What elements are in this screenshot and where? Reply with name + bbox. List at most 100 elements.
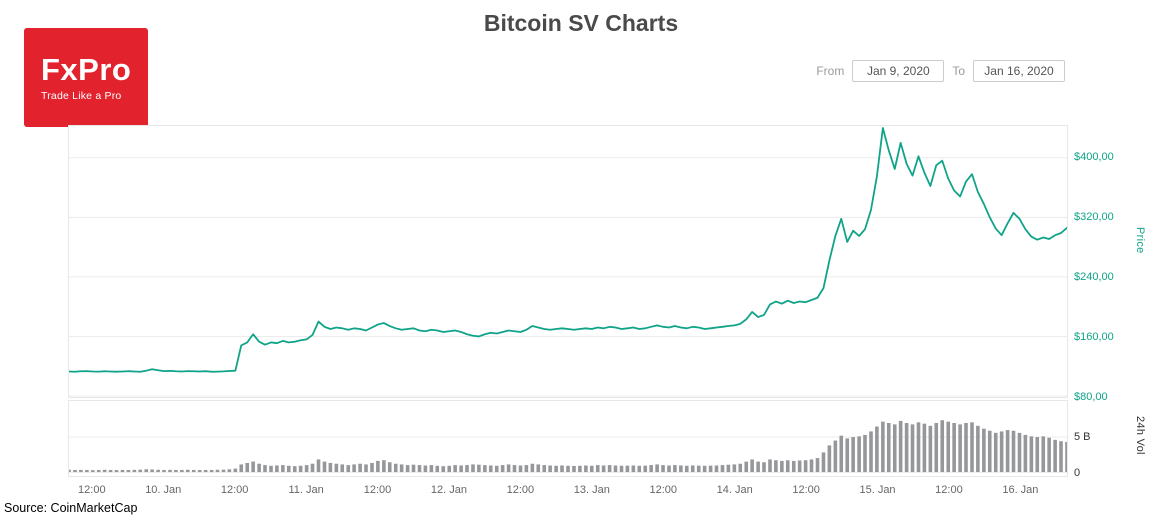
volume-bar (245, 462, 250, 473)
price-chart-panel[interactable] (68, 125, 1068, 398)
volume-bar (316, 459, 321, 473)
volume-bar (548, 465, 552, 473)
volume-bar (572, 465, 576, 473)
volume-bar (785, 460, 790, 473)
volume-bar (500, 465, 505, 473)
volume-bar (524, 465, 529, 473)
volume-bar (875, 426, 879, 473)
volume-bar (346, 465, 351, 473)
volume-bar (90, 470, 95, 473)
volume-bar (982, 428, 986, 473)
volume-bar (215, 469, 220, 473)
fxpro-logo-tagline: Trade Like a Pro (41, 89, 122, 102)
volume-tick-label: 0 (1074, 467, 1081, 479)
volume-bar (910, 424, 915, 473)
volume-bar (1059, 441, 1063, 473)
volume-bar (566, 465, 570, 473)
volume-bar (1029, 436, 1034, 473)
volume-bar (512, 465, 517, 473)
volume-bar (987, 430, 992, 473)
x-tick-label: 12:00 (506, 484, 535, 496)
volume-bar (631, 465, 636, 473)
volume-bar (744, 461, 749, 473)
price-tick-label: $160,00 (1074, 331, 1114, 343)
volume-bar (845, 438, 850, 473)
volume-bar (702, 465, 707, 473)
volume-bar (964, 423, 968, 473)
volume-bar (1047, 437, 1051, 473)
volume-bar (667, 465, 671, 473)
volume-bar (738, 463, 743, 473)
volume-bar (780, 460, 784, 473)
x-tick-label: 12:00 (220, 484, 249, 496)
volume-bar (1065, 441, 1067, 473)
volume-bar (595, 465, 600, 473)
volume-bar (156, 469, 160, 473)
volume-bar (168, 469, 172, 473)
to-date-input[interactable] (973, 60, 1065, 82)
volume-bar (589, 465, 594, 473)
volume-bar (898, 420, 903, 473)
volume-bar (435, 465, 440, 473)
volume-tick-label: 5 B (1074, 431, 1091, 443)
volume-bar (851, 437, 855, 473)
volume-bar (251, 461, 255, 473)
volume-bar (970, 422, 974, 473)
volume-chart-panel[interactable] (68, 400, 1068, 477)
volume-bar (269, 465, 273, 473)
volume-bar (441, 466, 446, 473)
volume-chart-svg[interactable] (69, 401, 1067, 476)
price-tick-label: $240,00 (1074, 271, 1114, 283)
from-label: From (816, 64, 845, 78)
price-chart-svg[interactable] (69, 126, 1067, 397)
volume-bar (803, 460, 808, 473)
price-tick-label: $320,00 (1074, 211, 1114, 224)
volume-bar (584, 465, 588, 473)
volume-bar (138, 469, 143, 473)
volume-bar (304, 465, 309, 473)
volume-bar (750, 459, 754, 473)
to-label: To (952, 64, 965, 78)
volume-bar (477, 464, 481, 473)
volume-bar (649, 465, 653, 473)
volume-bar (886, 423, 891, 473)
volume-bar (560, 465, 564, 473)
volume-bar (827, 445, 832, 473)
volume-bar (768, 459, 772, 473)
x-tick-label: 12:00 (935, 484, 963, 496)
volume-bar (857, 436, 861, 473)
volume-bar (619, 465, 624, 473)
volume-bar (340, 464, 345, 473)
volume-bar (471, 464, 475, 473)
from-date-input[interactable] (852, 60, 945, 82)
volume-bar (726, 464, 731, 473)
volume-bar (1035, 437, 1040, 473)
x-tick-label: 11. Jan (288, 484, 324, 496)
price-line-series (69, 127, 1067, 373)
x-tick-label: 16. Jan (1002, 484, 1039, 496)
volume-bar (417, 465, 422, 473)
volume-bar (144, 469, 149, 473)
volume-bar (690, 465, 695, 473)
volume-bar (411, 464, 416, 473)
volume-bar (494, 465, 499, 473)
volume-bar (1023, 434, 1028, 473)
volume-bar (257, 463, 261, 473)
volume-bar (578, 465, 582, 473)
price-tick-label: $400,00 (1074, 151, 1114, 164)
volume-bar (1017, 432, 1022, 473)
volume-bar (637, 465, 642, 473)
volume-bar (613, 465, 618, 473)
volume-bar (447, 465, 452, 473)
volume-bar (928, 425, 933, 473)
volume-bar (708, 465, 713, 473)
volume-bar (976, 425, 980, 473)
volume-bar (904, 423, 909, 473)
volume-bar (625, 465, 630, 473)
x-tick-label: 10. Jan (145, 484, 182, 496)
volume-bar (916, 422, 921, 473)
x-tick-label: 12. Jan (430, 484, 467, 496)
volume-bar (934, 423, 939, 473)
volume-bar (673, 465, 677, 473)
